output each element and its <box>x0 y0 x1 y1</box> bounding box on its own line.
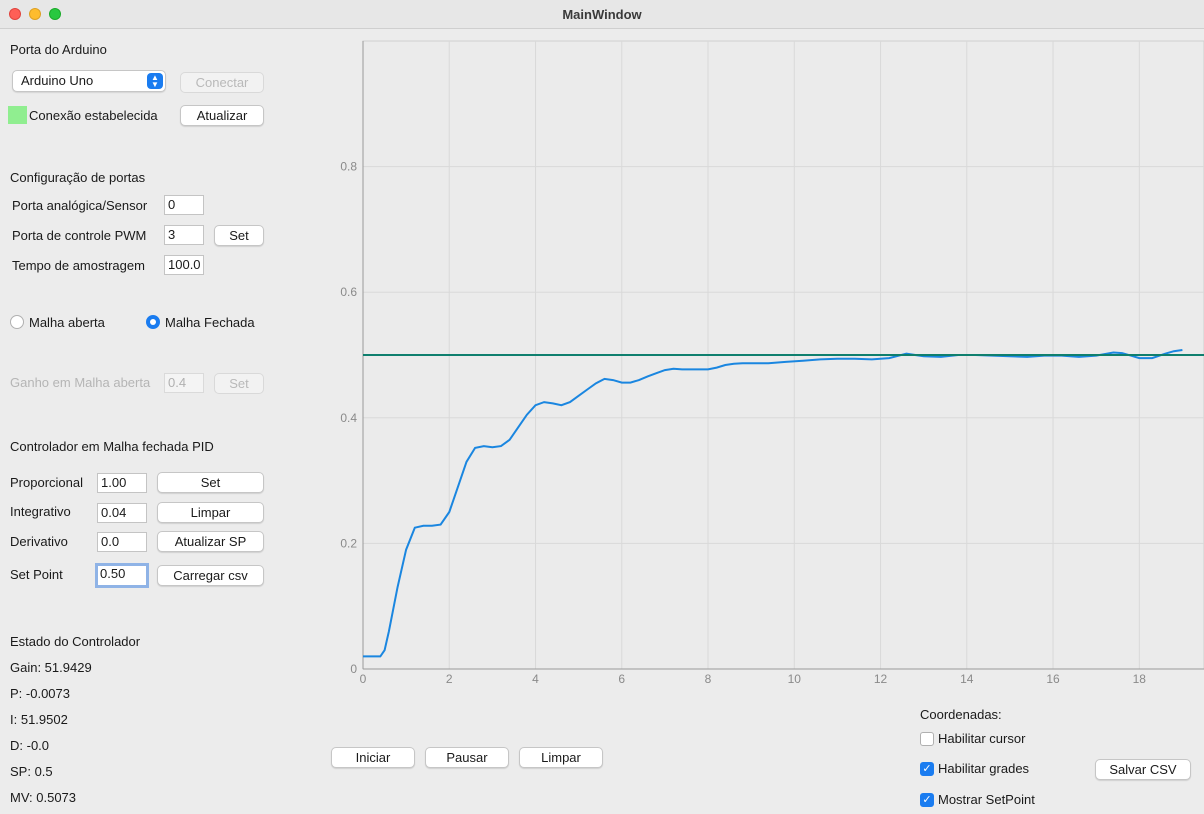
pause-button[interactable]: Pausar <box>425 747 509 768</box>
state-d: D: -0.0 <box>10 738 50 753</box>
derivative-input[interactable]: 0.0 <box>97 532 147 552</box>
analog-port-input[interactable]: 0 <box>164 195 204 215</box>
load-csv-button[interactable]: Carregar csv <box>157 565 264 586</box>
state-i: I: 51.9502 <box>10 712 68 727</box>
pwm-port-input[interactable]: 3 <box>164 225 204 245</box>
integral-label: Integrativo <box>10 504 71 519</box>
clear-plot-button[interactable]: Limpar <box>519 747 603 768</box>
process-variable-line <box>363 349 1183 658</box>
show-setpoint-checkbox[interactable]: ✓ <box>920 793 934 807</box>
x-tick-label: 18 <box>1133 672 1147 686</box>
state-sp: SP: 0.5 <box>10 764 53 779</box>
connect-button[interactable]: Conectar <box>180 72 264 93</box>
close-window-button[interactable] <box>9 8 21 20</box>
closed-loop-label: Malha Fechada <box>165 315 255 330</box>
x-tick-label: 12 <box>874 672 888 686</box>
refresh-button[interactable]: Atualizar <box>180 105 264 126</box>
x-tick-label: 10 <box>788 672 802 686</box>
pid-set-button[interactable]: Set <box>157 472 264 493</box>
closed-loop-radio[interactable] <box>146 315 160 329</box>
open-gain-label: Ganho em Malha aberta <box>10 375 151 390</box>
state-section-label: Estado do Controlador <box>10 634 141 649</box>
analog-port-label: Porta analógica/Sensor <box>12 198 148 213</box>
maximize-window-button[interactable] <box>49 8 61 20</box>
y-tick-label: 0.6 <box>340 285 357 299</box>
open-gain-set-button[interactable]: Set <box>214 373 264 394</box>
x-tick-label: 6 <box>618 672 625 686</box>
plot-svg[interactable]: 0 2 4 6 8 10 12 14 16 18 0 0.2 0.4 0.6 0.8 <box>330 36 1204 686</box>
x-tick-label: 16 <box>1046 672 1060 686</box>
title-bar: MainWindow <box>0 0 1204 29</box>
proportional-input[interactable]: 1.00 <box>97 473 147 493</box>
coords-section-label: Coordenadas: <box>920 707 1002 722</box>
integral-input[interactable]: 0.04 <box>97 503 147 523</box>
enable-grid-checkbox[interactable]: ✓ <box>920 762 934 776</box>
y-tick-label: 0.8 <box>340 160 357 174</box>
x-tick-label: 8 <box>705 672 712 686</box>
pwm-set-button[interactable]: Set <box>214 225 264 246</box>
x-tick-label: 2 <box>446 672 453 686</box>
show-setpoint-label: Mostrar SetPoint <box>938 792 1035 807</box>
connection-status-label: Conexão estabelecida <box>29 108 158 123</box>
x-tick-label: 4 <box>532 672 539 686</box>
response-plot[interactable]: 0 2 4 6 8 10 12 14 16 18 0 0.2 0.4 0.6 0.8 <box>330 36 1204 686</box>
y-tick-label: 0.4 <box>340 411 357 425</box>
update-setpoint-button[interactable]: Atualizar SP <box>157 531 264 552</box>
derivative-label: Derivativo <box>10 534 68 549</box>
minimize-window-button[interactable] <box>29 8 41 20</box>
arduino-port-value: Arduino Uno <box>21 73 94 88</box>
y-tick-label: 0 <box>350 662 357 676</box>
setpoint-input[interactable]: 0.50 <box>95 563 149 588</box>
open-loop-label: Malha aberta <box>29 315 105 330</box>
start-button[interactable]: Iniciar <box>331 747 415 768</box>
enable-grid-label: Habilitar grades <box>938 761 1030 776</box>
arduino-section-label: Porta do Arduino <box>10 42 107 57</box>
state-p: P: -0.0073 <box>10 686 70 701</box>
x-tick-label: 14 <box>960 672 974 686</box>
sample-time-label: Tempo de amostragem <box>12 258 145 273</box>
enable-cursor-label: Habilitar cursor <box>938 731 1026 746</box>
proportional-label: Proporcional <box>10 475 83 490</box>
window-title: MainWindow <box>562 7 642 22</box>
save-csv-button[interactable]: Salvar CSV <box>1095 759 1191 780</box>
pid-section-label: Controlador em Malha fechada PID <box>10 439 214 454</box>
arduino-port-select[interactable]: Arduino Uno ▲ ▼ <box>12 70 166 92</box>
x-tick-label: 0 <box>360 672 367 686</box>
ports-section-label: Configuração de portas <box>10 170 146 185</box>
open-gain-input[interactable]: 0.4 <box>164 373 204 393</box>
chevron-updown-icon: ▲ ▼ <box>147 73 163 89</box>
pid-clear-button[interactable]: Limpar <box>157 502 264 523</box>
state-gain: Gain: 51.9429 <box>10 660 92 675</box>
y-tick-label: 0.2 <box>340 536 357 550</box>
open-loop-radio[interactable] <box>10 315 24 329</box>
connection-status-indicator <box>8 106 27 124</box>
enable-cursor-checkbox[interactable] <box>920 732 934 746</box>
setpoint-label: Set Point <box>10 567 63 582</box>
pwm-port-label: Porta de controle PWM <box>12 228 147 243</box>
state-mv: MV: 0.5073 <box>10 790 77 805</box>
sample-time-input[interactable]: 100.0 <box>164 255 204 275</box>
